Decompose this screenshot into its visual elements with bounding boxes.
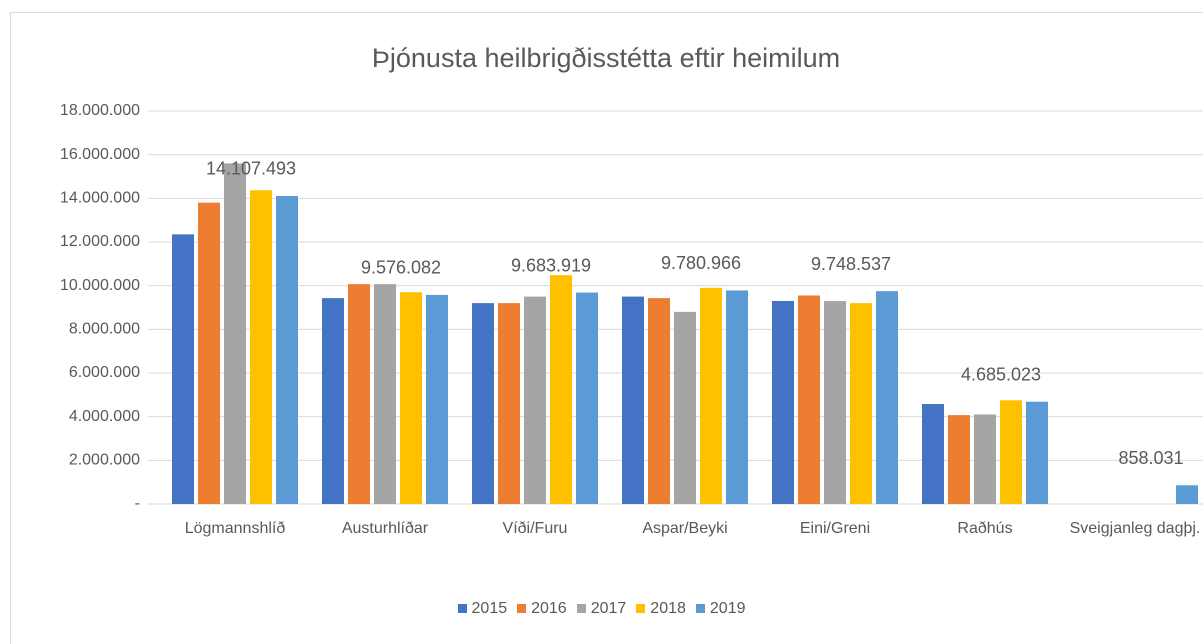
x-tick-label: Sveigjanleg dagþj.: [1069, 520, 1201, 537]
bar: [224, 163, 246, 504]
legend: 2015 2016 2017 2018 2019: [0, 600, 1203, 618]
bar: [374, 284, 396, 504]
data-label: 858.031: [1118, 448, 1183, 468]
y-tick-label: -: [135, 495, 140, 512]
x-tick-label: Eini/Greni: [799, 520, 871, 537]
bar: [772, 300, 794, 504]
bar: [1176, 485, 1198, 504]
legend-label: 2018: [650, 600, 686, 617]
legend-swatch: [517, 604, 527, 613]
bar: [172, 234, 194, 504]
bar: [322, 298, 344, 504]
legend-label: 2016: [531, 600, 567, 617]
bar: [1000, 400, 1022, 504]
bar: [550, 275, 572, 504]
y-tick-label: 18.000.000: [60, 102, 140, 119]
y-tick-label: 2.000.000: [69, 452, 140, 469]
x-tick-label: Víði/Furu: [502, 520, 568, 537]
legend-label: 2017: [590, 600, 627, 617]
legend-label: 2019: [709, 600, 746, 617]
y-tick-label: 4.000.000: [69, 408, 140, 425]
bar: [622, 296, 644, 504]
bar: [824, 300, 846, 504]
legend-swatch: [636, 604, 646, 613]
x-tick-label: Lögmannshlíð: [184, 520, 286, 537]
bar: [876, 291, 898, 504]
data-label: 9.780.966: [661, 253, 741, 273]
bar: [198, 202, 220, 504]
data-label: 9.683.919: [511, 255, 591, 275]
data-label: 4.685.023: [961, 364, 1041, 384]
y-tick-label: 8.000.000: [69, 321, 140, 338]
y-tick-label: 6.000.000: [69, 364, 140, 381]
bar: [576, 292, 598, 504]
bar: [922, 404, 944, 504]
bar: [348, 284, 370, 504]
legend-item: 2015: [457, 600, 508, 618]
legend-item: 2016: [517, 600, 567, 618]
y-tick-label: 10.000.000: [60, 277, 140, 294]
bar: [974, 414, 996, 504]
bar: [524, 296, 546, 504]
bar: [850, 303, 872, 504]
bar: [250, 190, 272, 504]
legend-item: 2019: [695, 600, 746, 618]
bar: [700, 287, 722, 504]
bar: [726, 290, 748, 504]
bar: [276, 195, 298, 505]
legend-item: 2018: [636, 600, 686, 618]
x-tick-label: Aspar/Beyki: [642, 520, 728, 537]
legend-swatch: [695, 604, 705, 613]
data-label: 9.748.537: [811, 254, 891, 274]
chart-title: Þjónusta heilbrigðisstétta eftir heimilu…: [372, 43, 840, 73]
data-label: 14.107.493: [206, 159, 296, 179]
y-tick-label: 12.000.000: [60, 233, 140, 250]
bar: [498, 303, 520, 504]
bar: [1026, 401, 1048, 504]
legend-swatch: [576, 604, 586, 613]
legend-label: 2015: [471, 600, 508, 617]
chart-frame: [10, 12, 1203, 644]
bar: [798, 295, 820, 504]
bar: [472, 303, 494, 504]
bar: [648, 298, 670, 504]
x-tick-label: Austurhlíðar: [341, 520, 429, 537]
y-tick-label: 14.000.000: [60, 190, 140, 207]
x-tick-label: Raðhús: [957, 520, 1013, 537]
legend-swatch: [457, 604, 467, 613]
bar: [948, 415, 970, 504]
bar: [426, 294, 448, 504]
bar: [674, 311, 696, 504]
data-label: 9.576.082: [361, 258, 441, 278]
y-tick-label: 16.000.000: [60, 146, 140, 163]
bar: [400, 292, 422, 504]
legend-item: 2017: [576, 600, 627, 618]
